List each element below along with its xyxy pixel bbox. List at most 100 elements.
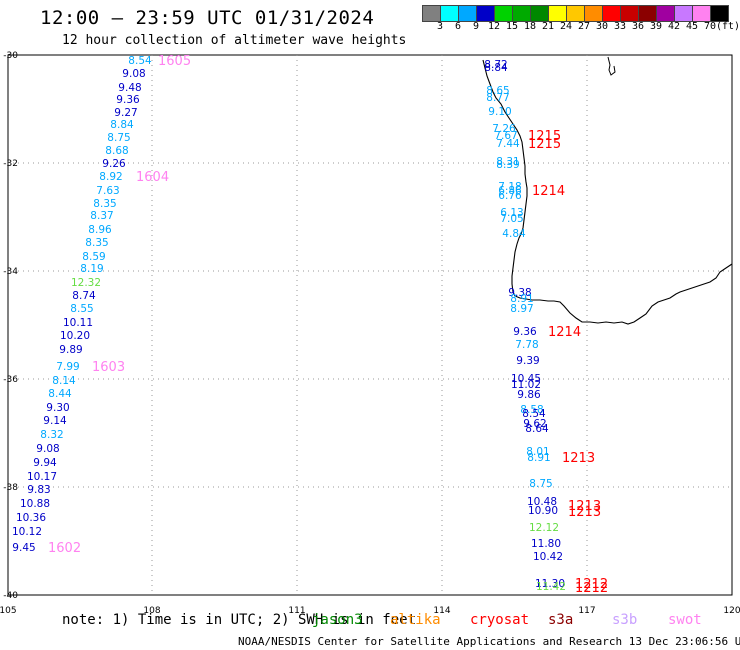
wave-height-value: 11.42 <box>536 581 566 593</box>
colorbar-tick-label: 6 <box>454 21 462 32</box>
wave-height-value: 8.72 <box>484 59 507 71</box>
wave-height-value: 8.77 <box>486 92 509 104</box>
pass-time-label: 1605 <box>158 54 191 69</box>
plot-frame <box>7 54 733 596</box>
wave-height-value: 8.55 <box>70 303 93 315</box>
wave-height-value: 9.48 <box>118 82 141 94</box>
colorbar-tick-label: 9 <box>472 21 480 32</box>
wave-height-value: 10.12 <box>12 526 42 538</box>
wave-height-value: 8.01 <box>526 446 549 458</box>
wave-height-value: 8.75 <box>107 132 130 144</box>
colorbar-tick-label: 12 <box>487 21 501 32</box>
y-tick-label: -38 <box>3 483 18 493</box>
wave-height-value: 7.63 <box>96 185 119 197</box>
wave-height-value: 12.32 <box>71 277 101 289</box>
colorbar-tick-label: 15 <box>505 21 519 32</box>
x-tick-label: 120 <box>723 606 740 616</box>
pass-time-label: 1603 <box>92 360 125 375</box>
pass-time-label: 1212 <box>575 581 608 596</box>
note-text: note: 1) Time is in UTC; 2) SWH is in fe… <box>62 612 417 628</box>
wave-height-value: 9.14 <box>43 415 67 427</box>
wave-height-value: 8.97 <box>510 303 533 315</box>
colorbar-tick-label: 21 <box>541 21 555 32</box>
wave-height-value: 10.36 <box>16 512 46 524</box>
wave-height-value: 8.74 <box>72 290 96 302</box>
footer-credit: NOAA/NESDIS Center for Satellite Applica… <box>238 635 740 648</box>
y-tick-label: -30 <box>3 51 18 61</box>
wave-height-value: 9.86 <box>517 389 541 401</box>
wave-height-value: 10.48 <box>527 496 557 508</box>
colorbar-swatch <box>710 5 729 22</box>
wave-height-value: 6.86 <box>498 185 522 197</box>
x-tick-label: 117 <box>578 606 595 616</box>
pass-time-label: 1602 <box>48 541 81 556</box>
satellite-legend-altika: altika <box>390 612 441 628</box>
x-tick-label: 111 <box>288 606 305 616</box>
wave-height-value: 9.27 <box>114 107 137 119</box>
wave-height-value: 7.26 <box>492 123 516 135</box>
wave-height-value: 9.36 <box>513 326 537 338</box>
wave-height-value: 8.68 <box>105 145 128 157</box>
wave-height-value: 7.78 <box>515 339 538 351</box>
wave-height-value: 9.83 <box>27 484 50 496</box>
wave-height-value: 8.44 <box>48 388 72 400</box>
wave-height-value: 12.12 <box>529 522 559 534</box>
y-tick-label: -32 <box>3 159 18 169</box>
wave-height-value: 9.38 <box>508 287 531 299</box>
wave-height-value: 8.39 <box>496 159 519 171</box>
wave-height-value: 7.99 <box>56 361 79 373</box>
x-tick-label: 105 <box>0 606 17 616</box>
colorbar-unit-label: (ft) <box>715 21 740 32</box>
x-tick-label: 114 <box>433 606 450 616</box>
wave-height-colorbar <box>422 5 729 22</box>
colorbar-tick-label: 3 <box>436 21 444 32</box>
wave-height-value: 7.44 <box>496 138 520 150</box>
colorbar-tick-label: 70 <box>703 21 717 32</box>
wave-height-value: 8.35 <box>85 237 108 249</box>
colorbar-tick-label: 27 <box>577 21 591 32</box>
wave-height-value: 8.84 <box>484 62 508 74</box>
wave-height-value: 8.64 <box>525 423 549 435</box>
x-tick-label: 108 <box>143 606 160 616</box>
island-outline <box>607 56 616 76</box>
wave-height-value: 8.19 <box>80 263 103 275</box>
pass-time-label: 1215 <box>528 129 561 144</box>
wave-height-value: 8.91 <box>510 293 533 305</box>
wave-height-value: 8.58 <box>520 404 543 416</box>
y-tick-label: -40 <box>3 591 18 601</box>
satellite-legend-jason3: jason3 <box>312 612 363 628</box>
wave-height-value: 8.65 <box>486 85 509 97</box>
page-subtitle: 12 hour collection of altimeter wave hei… <box>62 33 407 48</box>
y-tick-label: -34 <box>3 267 18 277</box>
satellite-legend-cryosat: cryosat <box>470 612 530 628</box>
colorbar-tick-label: 36 <box>631 21 645 32</box>
wave-height-value: 9.08 <box>36 443 59 455</box>
pass-time-label: 1213 <box>568 499 601 514</box>
wave-height-value: 10.45 <box>511 373 541 385</box>
colorbar-labels: 3 6 9 12 15 18 21 24 27 30 33 36 39 42 45 70 (ft) <box>422 21 740 35</box>
wave-height-value: 11.02 <box>511 379 541 391</box>
wave-height-value: 8.59 <box>82 251 105 263</box>
colorbar-tick-label: 45 <box>685 21 699 32</box>
wave-height-value: 8.32 <box>40 429 63 441</box>
wave-height-value: 8.14 <box>52 375 76 387</box>
satellite-legend-swot: swot <box>668 612 702 628</box>
wave-height-value: 8.96 <box>88 224 112 236</box>
wave-height-value: 9.94 <box>33 457 57 469</box>
wave-height-value: 4.84 <box>502 228 526 240</box>
pass-time-label: 1214 <box>532 184 565 199</box>
pass-time-label: 1214 <box>548 325 581 340</box>
wave-height-value: 8.31 <box>496 156 519 168</box>
wave-height-value: 9.45 <box>12 542 35 554</box>
wave-height-value: 9.30 <box>46 402 69 414</box>
wave-height-value: 6.13 <box>500 207 523 219</box>
y-tick-label: -36 <box>3 375 18 385</box>
wave-height-value: 6.76 <box>498 190 522 202</box>
satellite-legend-s3a: s3a <box>548 612 574 628</box>
wave-height-value: 9.10 <box>488 106 511 118</box>
wave-height-value: 9.36 <box>116 94 140 106</box>
wave-height-value: 8.35 <box>93 198 116 210</box>
wave-height-value: 7.05 <box>500 213 523 225</box>
